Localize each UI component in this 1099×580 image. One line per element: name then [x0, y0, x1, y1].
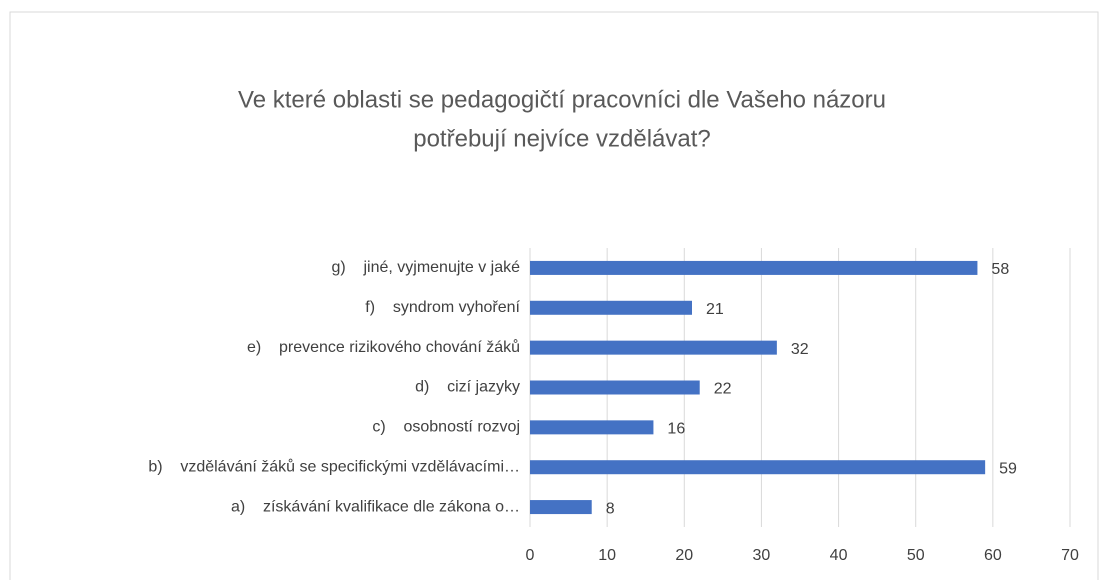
bar	[530, 420, 654, 435]
chart-title: Ve které oblasti se pedagogičtí pracovní…	[238, 86, 886, 113]
value-label: 32	[791, 341, 809, 358]
x-tick-label: 60	[984, 547, 1002, 564]
x-tick-label: 30	[753, 547, 771, 564]
bar	[530, 380, 700, 395]
bar	[530, 340, 777, 355]
y-tick-label: f) syndrom vyhoření	[365, 299, 520, 316]
bar	[530, 300, 692, 315]
y-tick-label: d) cizí jazyky	[415, 379, 520, 396]
x-tick-label: 70	[1061, 547, 1079, 564]
value-label: 58	[991, 261, 1009, 278]
y-tick-label: c) osobností rozvoj	[372, 419, 520, 436]
x-tick-label: 0	[526, 547, 535, 564]
y-tick-label: e) prevence rizikového chování žáků	[247, 338, 520, 356]
bar	[530, 460, 986, 475]
value-label: 21	[706, 301, 724, 318]
bar	[530, 500, 592, 515]
x-tick-label: 50	[907, 547, 925, 564]
y-tick-label: b) vzdělávání žáků se specifickými vzděl…	[148, 457, 520, 475]
x-tick-label: 20	[675, 547, 693, 564]
value-label: 22	[714, 381, 732, 398]
x-tick-label: 10	[598, 547, 616, 564]
y-tick-label: a) získávání kvalifikace dle zákona o…	[231, 498, 520, 515]
value-label: 16	[667, 421, 685, 438]
chart-frame	[9, 11, 1099, 580]
chart-title: potřebují nejvíce vzdělávat?	[413, 125, 711, 152]
bar	[530, 260, 978, 275]
x-tick-label: 40	[830, 547, 848, 564]
y-tick-label: g) jiné, vyjmenujte v jaké	[331, 259, 520, 276]
value-label: 8	[606, 500, 615, 517]
value-label: 59	[999, 460, 1017, 477]
